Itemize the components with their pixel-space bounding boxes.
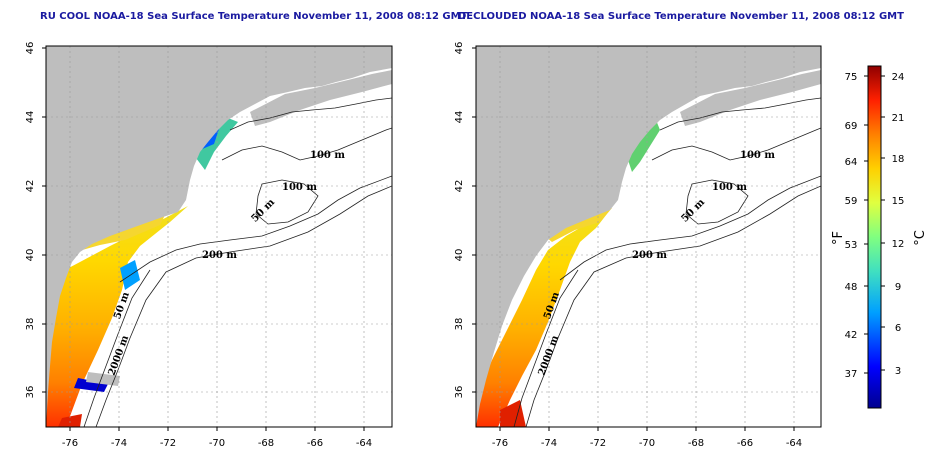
map-frame [475,45,822,428]
lon-tick-label: -64 [356,438,372,449]
colorbar-c-tick: 3 [895,366,901,377]
colorbar-f-tick: 42 [845,330,858,341]
colorbar-f-tick: 59 [845,196,858,207]
colorbar-c-tick: 12 [892,239,905,250]
lon-tick-label: -70 [209,438,225,449]
colorbar-f-tick: 69 [845,121,858,132]
contour-bank [685,179,749,225]
colorbar-c-tick: 9 [895,282,901,293]
colorbar-c-tick: 24 [892,72,905,83]
lon-tick-label: -76 [62,438,78,449]
contour-label-200m: 200 m [202,250,237,261]
contour-200m [119,175,392,283]
land-mass [476,46,821,427]
lat-tick-label: 38 [454,318,465,331]
lat-tick-label: 42 [454,180,465,193]
contour-2000m [95,185,392,427]
sst-gulf-of-maine-cool [628,120,660,172]
contour-shelf-edge [513,269,579,427]
lat-tick-label: 42 [25,180,36,193]
lon-tick-label: -76 [492,438,508,449]
lon-tick-label: -68 [258,438,274,449]
sst-gulf-of-maine-cool [196,118,238,170]
contour-100m [659,97,821,131]
lat-tick-label: 36 [25,386,36,399]
right-map-panel: 100 m 100 m 50 m 200 m 50 m 2000 m -76 -… [454,42,822,449]
lat-tick-label: 46 [25,42,36,55]
lat-tick-label: 44 [25,111,36,124]
colorbar-c-tick: 15 [892,196,905,207]
lon-tick-label: -68 [688,438,704,449]
land-mass [46,46,392,427]
map-frame [45,45,393,428]
contour-2000m [525,185,821,427]
colorbar-c-tick: 21 [892,113,905,124]
sst-coastal-warm-water [476,210,610,427]
island-nova-scotia [250,70,392,126]
lat-tick-label: 40 [25,249,36,262]
colorbar-gradient [867,65,882,409]
sst-shelf-warm-water [540,208,612,242]
colorbar-f-tick: 64 [845,157,858,168]
island-nova-scotia [680,70,821,126]
contour-label-100m: 100 m [310,150,345,161]
lon-tick-label: -70 [639,438,655,449]
lon-tick-label: -74 [541,438,557,449]
colorbar: 75 69 64 59 53 48 42 37 24 21 18 15 12 9… [831,65,928,409]
colorbar-f-tick: 48 [845,282,858,293]
contour-label-100m-2: 100 m [282,182,317,193]
cape-peninsula [86,372,120,386]
colorbar-f-tick: 75 [845,72,858,83]
contour-100m-inner [651,127,821,161]
sst-coastal-warm-water [46,206,188,427]
colorbar-f-tick: 37 [845,369,858,380]
lat-tick-label: 46 [454,42,465,55]
lat-tick-label: 44 [454,111,465,124]
lon-tick-label: -66 [737,438,753,449]
lon-tick-label: -72 [590,438,606,449]
colorbar-c-tick: 18 [892,154,905,165]
lat-lon-grid [46,46,392,427]
contour-shelf-edge [83,269,151,427]
lon-tick-label: -66 [307,438,323,449]
lon-tick-label: -72 [160,438,176,449]
contour-100m-inner [221,127,392,161]
lon-tick-label: -74 [111,438,127,449]
sst-cold-bay [74,378,108,392]
contour-label-100m-2: 100 m [712,182,747,193]
contour-label-100m: 100 m [740,150,775,161]
left-map-panel: 100 m 100 m 50 m 200 m 50 m 2000 m -76 -… [25,42,393,449]
right-map-title: DECLOUDED NOAA-18 Sea Surface Temperatur… [458,11,904,22]
contour-200m [559,175,821,281]
left-map-title: RU COOL NOAA-18 Sea Surface Temperature … [40,11,468,22]
colorbar-celsius-label: °C [913,230,928,246]
lon-tick-label: -64 [786,438,802,449]
contour-bank [255,179,319,225]
lat-tick-label: 36 [454,386,465,399]
lat-tick-label: 38 [25,318,36,331]
sst-red-patch [58,414,82,427]
contour-100m [229,97,392,131]
lat-tick-label: 40 [454,249,465,262]
colorbar-f-tick: 53 [845,240,858,251]
lat-lon-grid [476,46,821,427]
contour-label-200m: 200 m [632,250,667,261]
colorbar-c-tick: 6 [895,323,901,334]
colorbar-fahrenheit-label: °F [831,231,846,245]
